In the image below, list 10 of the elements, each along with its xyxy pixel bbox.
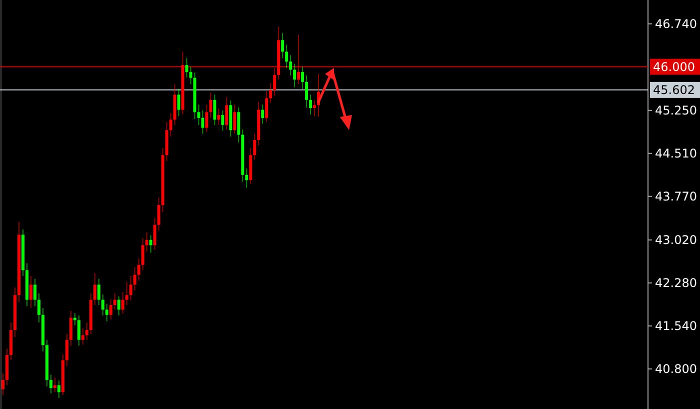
y-tick-label: 40.800: [655, 362, 697, 376]
y-tick-label: 42.280: [655, 276, 697, 290]
y-tick-label: 46.740: [655, 17, 697, 32]
y-tick-label: 45.250: [655, 104, 697, 118]
ref-line-label: 46.000: [653, 60, 695, 74]
y-tick-label: 43.770: [655, 190, 697, 204]
y-tick-label: 43.020: [655, 233, 697, 248]
y-tick-label: 41.540: [655, 319, 697, 334]
y-tick-label: 44.510: [655, 146, 697, 161]
ref-line-label: 45.602: [653, 83, 695, 98]
